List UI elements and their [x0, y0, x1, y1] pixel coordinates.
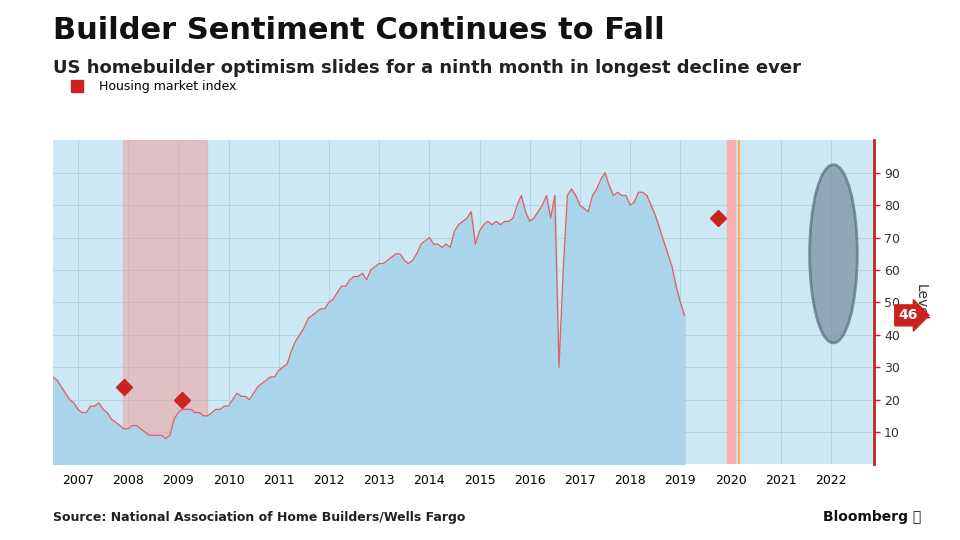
Legend: Housing market index: Housing market index: [60, 76, 241, 98]
Text: US homebuilder optimism slides for a ninth month in longest decline ever: US homebuilder optimism slides for a nin…: [53, 59, 801, 77]
Text: Builder Sentiment Continues to Fall: Builder Sentiment Continues to Fall: [53, 16, 664, 45]
Text: 46: 46: [899, 308, 918, 322]
Text: Bloomberg ⓘ: Bloomberg ⓘ: [824, 510, 922, 524]
Bar: [727, 140, 734, 464]
Bar: [123, 140, 207, 464]
Y-axis label: Level: Level: [914, 284, 927, 321]
Ellipse shape: [809, 165, 857, 343]
Text: Source: National Association of Home Builders/Wells Fargo: Source: National Association of Home Bui…: [53, 511, 466, 524]
